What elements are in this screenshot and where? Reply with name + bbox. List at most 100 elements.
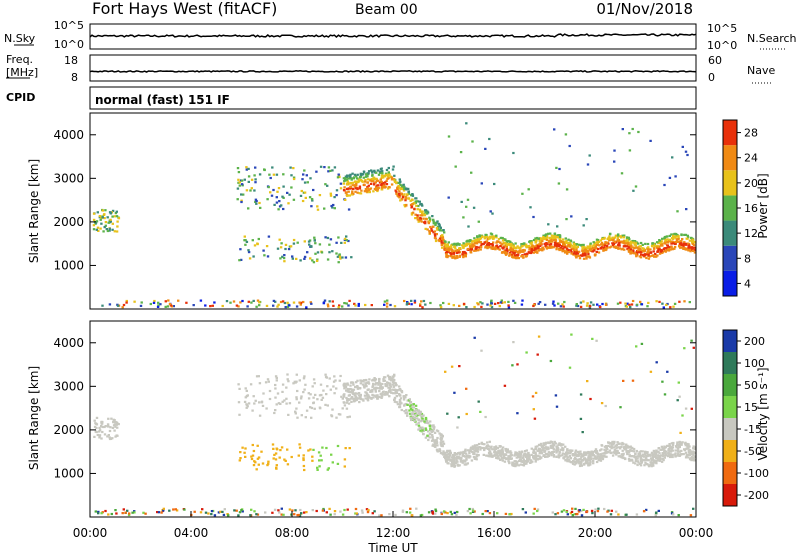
heatmap-cell bbox=[352, 383, 355, 386]
heatmap-cell bbox=[435, 233, 438, 236]
heatmap-cell bbox=[303, 388, 306, 391]
heatmap-cell bbox=[410, 303, 413, 306]
heatmap-cell bbox=[300, 512, 303, 515]
heatmap-cell bbox=[566, 245, 569, 248]
heatmap-cell bbox=[446, 245, 450, 248]
heatmap-cell bbox=[650, 459, 653, 462]
heatmap-cell bbox=[509, 240, 512, 243]
heatmap-cell bbox=[626, 444, 629, 447]
heatmap-cell bbox=[534, 447, 538, 451]
heatmap-cell bbox=[362, 399, 365, 402]
heatmap-cell bbox=[254, 181, 257, 184]
heatmap-cell bbox=[585, 257, 588, 260]
heatmap-cell bbox=[473, 446, 476, 449]
heatmap-cell bbox=[654, 252, 657, 256]
heatmap-cell bbox=[534, 460, 537, 463]
heatmap-cell bbox=[567, 244, 571, 247]
heatmap-cell bbox=[656, 459, 659, 462]
heatmap-cell bbox=[522, 250, 525, 253]
heatmap-cell bbox=[477, 246, 480, 249]
heatmap-cell bbox=[387, 173, 391, 176]
heatmap-cell bbox=[612, 239, 615, 242]
heatmap-cell bbox=[611, 440, 614, 443]
heatmap-cell bbox=[650, 465, 653, 468]
heatmap-cell bbox=[501, 237, 504, 240]
heatmap-cell bbox=[553, 440, 556, 443]
heatmap-cell bbox=[500, 448, 504, 451]
heatmap-cell bbox=[668, 445, 672, 448]
heatmap-cell bbox=[536, 449, 539, 452]
heatmap-cell bbox=[684, 233, 688, 236]
heatmap-cell bbox=[409, 199, 412, 202]
heatmap-cell bbox=[467, 449, 470, 452]
heatmap-cell bbox=[457, 251, 460, 254]
heatmap-cell bbox=[566, 460, 569, 463]
heatmap-cell bbox=[345, 235, 348, 238]
heatmap-cell bbox=[536, 236, 539, 240]
heatmap-cell bbox=[351, 392, 355, 395]
heatmap-cell bbox=[557, 244, 561, 247]
heatmap-cell bbox=[431, 225, 435, 228]
heatmap-cell bbox=[502, 455, 506, 458]
heatmap-cell bbox=[462, 302, 466, 305]
heatmap-cell bbox=[252, 449, 256, 453]
heatmap-cell bbox=[432, 425, 436, 429]
heatmap-cell bbox=[439, 436, 443, 439]
heatmap-cell bbox=[345, 401, 349, 404]
heatmap-cell bbox=[159, 303, 162, 306]
heatmap-cell bbox=[633, 240, 637, 243]
heatmap-cell bbox=[656, 454, 659, 457]
heatmap-cell bbox=[691, 456, 694, 459]
heatmap-cell bbox=[628, 250, 631, 253]
heatmap-cell bbox=[382, 378, 385, 381]
heatmap-cell bbox=[503, 456, 507, 460]
heatmap-cell bbox=[266, 378, 270, 381]
heatmap-cell bbox=[550, 246, 554, 249]
heatmap-cell bbox=[466, 510, 470, 513]
heatmap-cell bbox=[299, 259, 302, 262]
heatmap-cell bbox=[481, 235, 484, 238]
heatmap-cell bbox=[456, 455, 460, 459]
heatmap-cell bbox=[547, 448, 550, 451]
heatmap-cell bbox=[241, 446, 244, 449]
heatmap-cell bbox=[356, 177, 359, 180]
heatmap-cell bbox=[527, 245, 530, 248]
heatmap-cell bbox=[466, 198, 470, 201]
heatmap-cell bbox=[378, 382, 382, 385]
heatmap-cell bbox=[282, 185, 285, 188]
heatmap-cell bbox=[326, 385, 329, 388]
heatmap-cell bbox=[627, 249, 631, 252]
heatmap-cell bbox=[372, 382, 375, 385]
heatmap-cell bbox=[595, 457, 598, 460]
heatmap-cell bbox=[616, 237, 619, 240]
heatmap-cell bbox=[550, 440, 554, 444]
heatmap-cell bbox=[362, 171, 366, 174]
heatmap-cell bbox=[351, 172, 354, 175]
heatmap-cell bbox=[481, 442, 484, 446]
heatmap-cell bbox=[344, 175, 348, 178]
heatmap-cell bbox=[483, 443, 486, 446]
heatmap-cell bbox=[653, 243, 656, 246]
heatmap-cell bbox=[692, 244, 696, 247]
heatmap-cell bbox=[442, 301, 445, 305]
heatmap-cell bbox=[104, 221, 108, 224]
heatmap-cell bbox=[563, 455, 566, 459]
heatmap-cell bbox=[310, 205, 313, 208]
heatmap-cell bbox=[342, 401, 345, 404]
heatmap-cell bbox=[642, 247, 645, 250]
heatmap-cell bbox=[592, 241, 595, 244]
heatmap-cell bbox=[407, 187, 410, 190]
heatmap-cell bbox=[632, 461, 635, 464]
heatmap-cell bbox=[536, 245, 539, 248]
heatmap-cell bbox=[419, 420, 422, 423]
heatmap-cell bbox=[655, 300, 658, 303]
heatmap-cell bbox=[393, 400, 397, 403]
heatmap-cell bbox=[436, 220, 439, 223]
heatmap-cell bbox=[570, 247, 573, 250]
heatmap-cell bbox=[382, 186, 386, 189]
heatmap-cell bbox=[478, 235, 481, 238]
heatmap-cell bbox=[397, 393, 401, 396]
heatmap-cell bbox=[385, 385, 388, 388]
heatmap-cell bbox=[296, 241, 299, 244]
heatmap-cell bbox=[323, 207, 326, 210]
